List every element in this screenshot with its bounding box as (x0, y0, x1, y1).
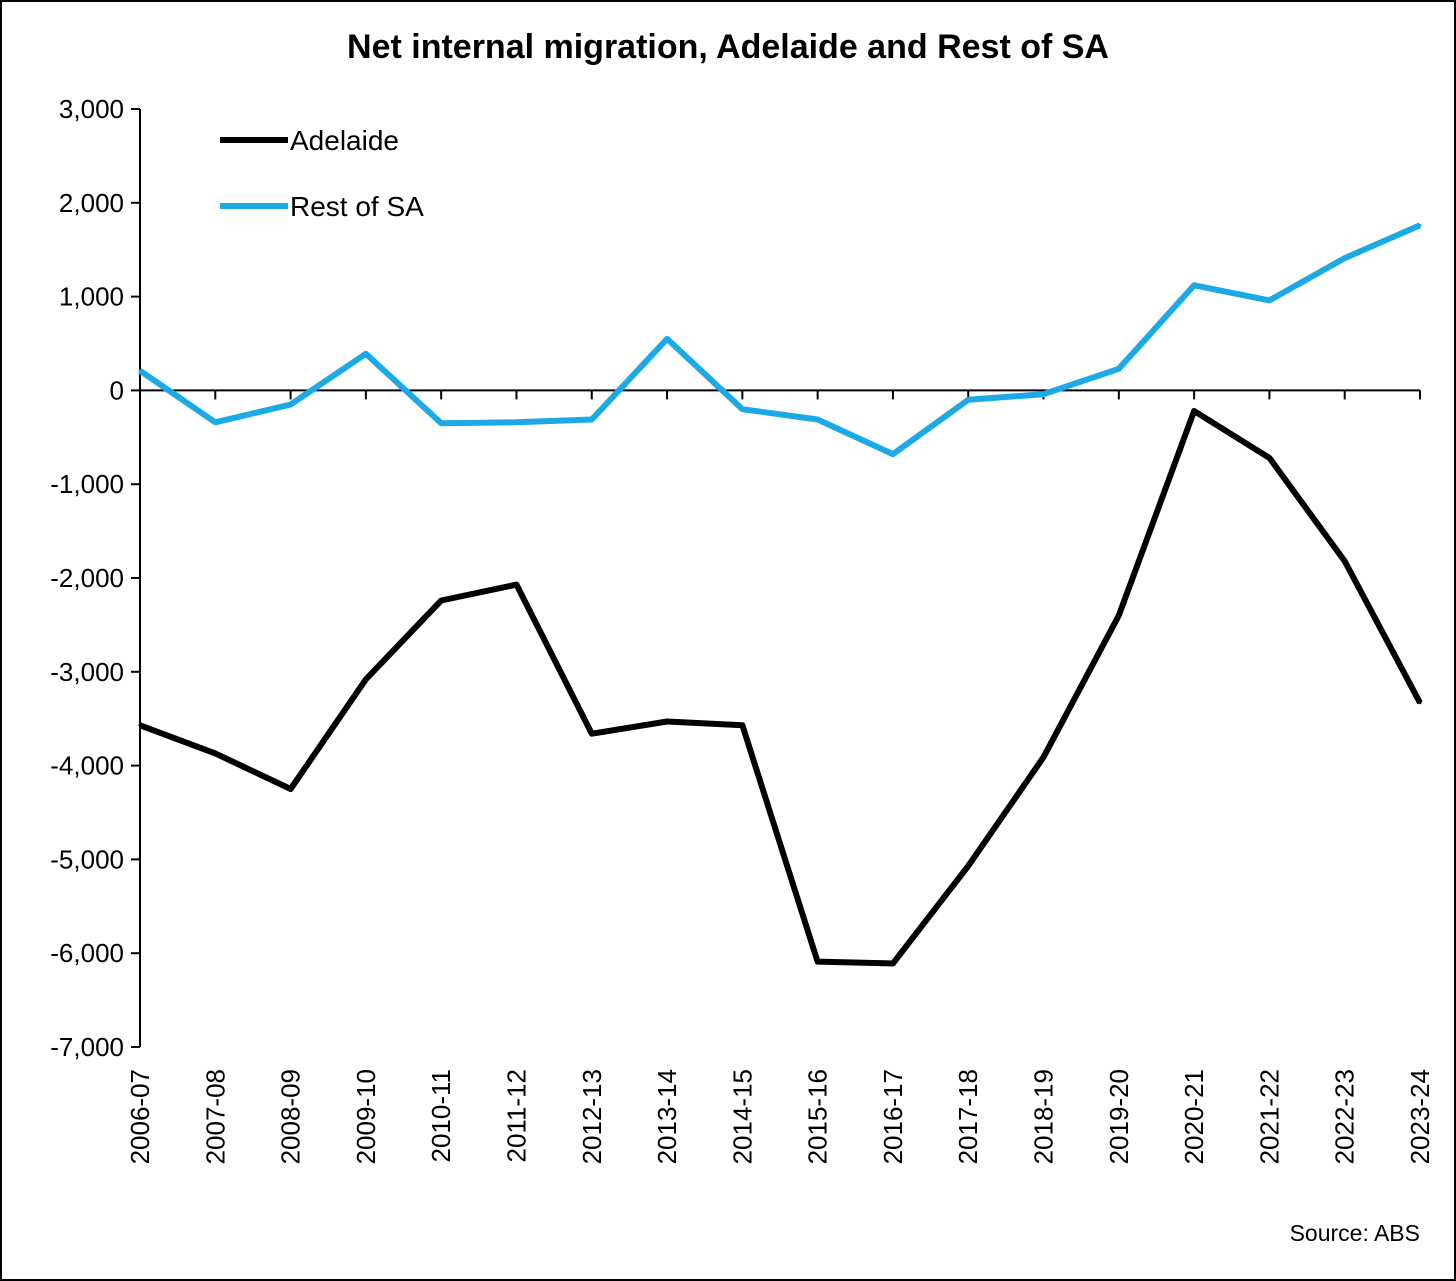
data-point-rest-of-sa (1117, 367, 1121, 371)
x-tick-label: 2008-09 (276, 1069, 306, 1164)
x-tick-label: 2012-13 (577, 1069, 607, 1164)
data-point-adelaide (1418, 701, 1422, 705)
data-point-rest-of-sa (364, 352, 368, 356)
y-tick-label: -4,000 (50, 751, 124, 781)
data-point-rest-of-sa (590, 417, 594, 421)
y-tick-label: -6,000 (50, 938, 124, 968)
y-tick-label: -5,000 (50, 844, 124, 874)
data-point-rest-of-sa (289, 402, 293, 406)
data-point-rest-of-sa (1267, 298, 1271, 302)
data-point-rest-of-sa (1418, 223, 1422, 227)
data-point-adelaide (966, 864, 970, 868)
data-point-adelaide (213, 751, 217, 755)
data-point-rest-of-sa (1343, 256, 1347, 260)
data-point-rest-of-sa (138, 369, 142, 373)
x-tick-label: 2019-20 (1104, 1069, 1134, 1164)
x-tick-label: 2013-14 (652, 1069, 682, 1164)
data-point-adelaide (138, 723, 142, 727)
series-line-adelaide (138, 408, 1423, 967)
data-point-rest-of-sa (665, 337, 669, 341)
data-point-adelaide (289, 787, 293, 791)
y-tick-label: 0 (110, 375, 124, 405)
data-point-rest-of-sa (1192, 283, 1196, 287)
data-point-adelaide (1343, 559, 1347, 563)
data-point-adelaide (1267, 456, 1271, 460)
x-tick-label: 2023-24 (1405, 1069, 1435, 1164)
data-point-adelaide (1117, 614, 1121, 618)
data-point-adelaide (514, 583, 518, 587)
x-tick-label: 2018-19 (1029, 1069, 1059, 1164)
x-tick-label: 2007-08 (200, 1069, 230, 1164)
data-point-adelaide (816, 960, 820, 964)
data-point-adelaide (891, 962, 895, 966)
data-point-adelaide (1192, 409, 1196, 413)
x-tick-label: 2006-07 (125, 1069, 155, 1164)
x-tick-label: 2010-11 (426, 1069, 456, 1163)
legend-label: Rest of SA (290, 191, 424, 222)
data-point-rest-of-sa (740, 407, 744, 411)
y-tick-label: -2,000 (50, 563, 124, 593)
source-note: Source: ABS (1289, 1220, 1420, 1246)
data-point-adelaide (665, 720, 669, 724)
x-tick-label: 2011-12 (501, 1069, 531, 1163)
x-tick-label: 2016-17 (878, 1069, 908, 1164)
legend-label: Adelaide (290, 125, 399, 156)
data-point-rest-of-sa (891, 452, 895, 456)
y-tick-label: -1,000 (50, 469, 124, 499)
x-tick-label: 2017-18 (953, 1069, 983, 1164)
y-tick-label: 3,000 (59, 94, 124, 124)
x-tick-label: 2020-21 (1179, 1069, 1209, 1164)
x-tick-label: 2009-10 (351, 1069, 381, 1164)
y-tick-label: 1,000 (59, 282, 124, 312)
data-point-rest-of-sa (439, 421, 443, 425)
y-tick-label: -7,000 (50, 1032, 124, 1062)
data-point-adelaide (364, 677, 368, 681)
data-point-rest-of-sa (213, 420, 217, 424)
data-point-rest-of-sa (1042, 392, 1046, 396)
data-point-rest-of-sa (966, 398, 970, 402)
y-tick-label: 2,000 (59, 188, 124, 218)
chart-title: Net internal migration, Adelaide and Res… (347, 28, 1109, 66)
x-tick-label: 2014-15 (727, 1069, 757, 1164)
series-line-rest-of-sa (138, 222, 1422, 458)
x-tick-label: 2022-23 (1330, 1069, 1360, 1164)
y-tick-label: -3,000 (50, 657, 124, 687)
data-point-adelaide (590, 732, 594, 736)
data-point-adelaide (740, 723, 744, 727)
x-tick-label: 2015-16 (803, 1069, 833, 1164)
x-tick-label: 2021-22 (1254, 1069, 1284, 1164)
data-point-adelaide (1042, 755, 1046, 759)
data-point-rest-of-sa (816, 417, 820, 421)
data-point-rest-of-sa (514, 420, 518, 424)
data-point-adelaide (439, 599, 443, 603)
